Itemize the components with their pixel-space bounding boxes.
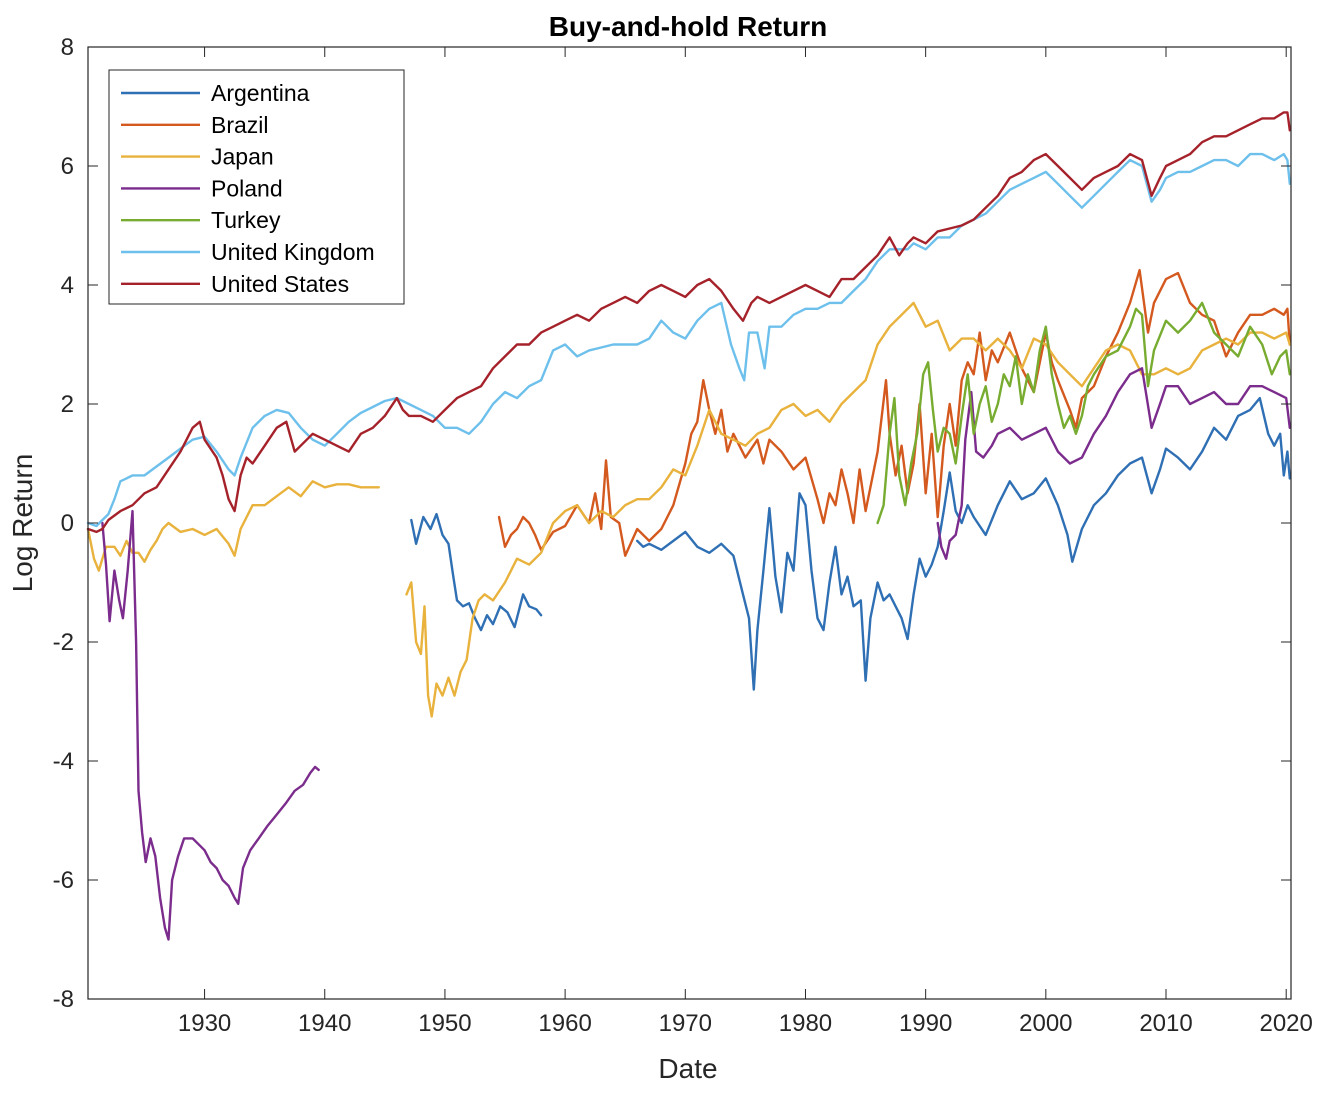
x-tick-label: 2000 — [1019, 1010, 1072, 1037]
legend-label-turkey: Turkey — [211, 207, 281, 233]
y-tick-label: 8 — [61, 34, 74, 61]
legend-label-argentina: Argentina — [211, 80, 310, 106]
legend-label-united-states: United States — [211, 271, 349, 297]
y-tick-label: 4 — [61, 272, 74, 299]
legend-label-brazil: Brazil — [211, 112, 269, 138]
y-axis-label: Log Return — [7, 454, 38, 593]
series-line-argentina — [410, 512, 543, 632]
x-tick-label: 1960 — [538, 1010, 591, 1037]
y-tick-label: 0 — [61, 510, 74, 537]
series-line-brazil — [497, 268, 1292, 557]
x-tick-label: 1940 — [298, 1010, 351, 1037]
x-tick-label: 2010 — [1139, 1010, 1192, 1037]
legend-box — [108, 69, 405, 305]
y-tick-label: -8 — [53, 986, 74, 1013]
x-axis: 1930 1940 1950 1960 1970 1980 1990 2000 2010 2020 — [178, 47, 1313, 1037]
series-layer — [86, 111, 1292, 941]
series-line-united-kingdom — [86, 152, 1292, 528]
chart-title: Buy-and-hold Return — [549, 11, 827, 42]
series-line-turkey — [876, 301, 1292, 525]
x-tick-label: 1990 — [899, 1010, 952, 1037]
y-tick-label: -2 — [53, 629, 74, 656]
y-axis: -8 -6 -4 -2 0 2 4 6 8 — [53, 34, 1291, 1013]
y-tick-label: -4 — [53, 748, 74, 775]
series-line-united-states — [86, 111, 1292, 534]
legend-label-poland: Poland — [211, 175, 283, 201]
series-line-poland — [936, 367, 1292, 560]
legend: Argentina Brazil Japan Poland Turkey United K… — [108, 69, 405, 305]
x-tick-label: 1930 — [178, 1010, 231, 1037]
y-tick-label: 6 — [61, 153, 74, 180]
x-axis-label: Date — [658, 1053, 717, 1084]
x-tick-label: 1970 — [659, 1010, 712, 1037]
series-line-poland — [101, 509, 320, 941]
legend-label-japan: Japan — [211, 144, 274, 170]
x-tick-label: 1950 — [418, 1010, 471, 1037]
x-tick-label: 2020 — [1259, 1010, 1312, 1037]
series-line-japan — [405, 301, 1292, 718]
y-tick-label: -6 — [53, 867, 74, 894]
series-line-japan — [86, 480, 380, 572]
x-tick-label: 1980 — [779, 1010, 832, 1037]
legend-label-united-kingdom: United Kingdom — [211, 239, 375, 265]
y-tick-label: 2 — [61, 391, 74, 418]
series-line-argentina — [636, 396, 1292, 691]
